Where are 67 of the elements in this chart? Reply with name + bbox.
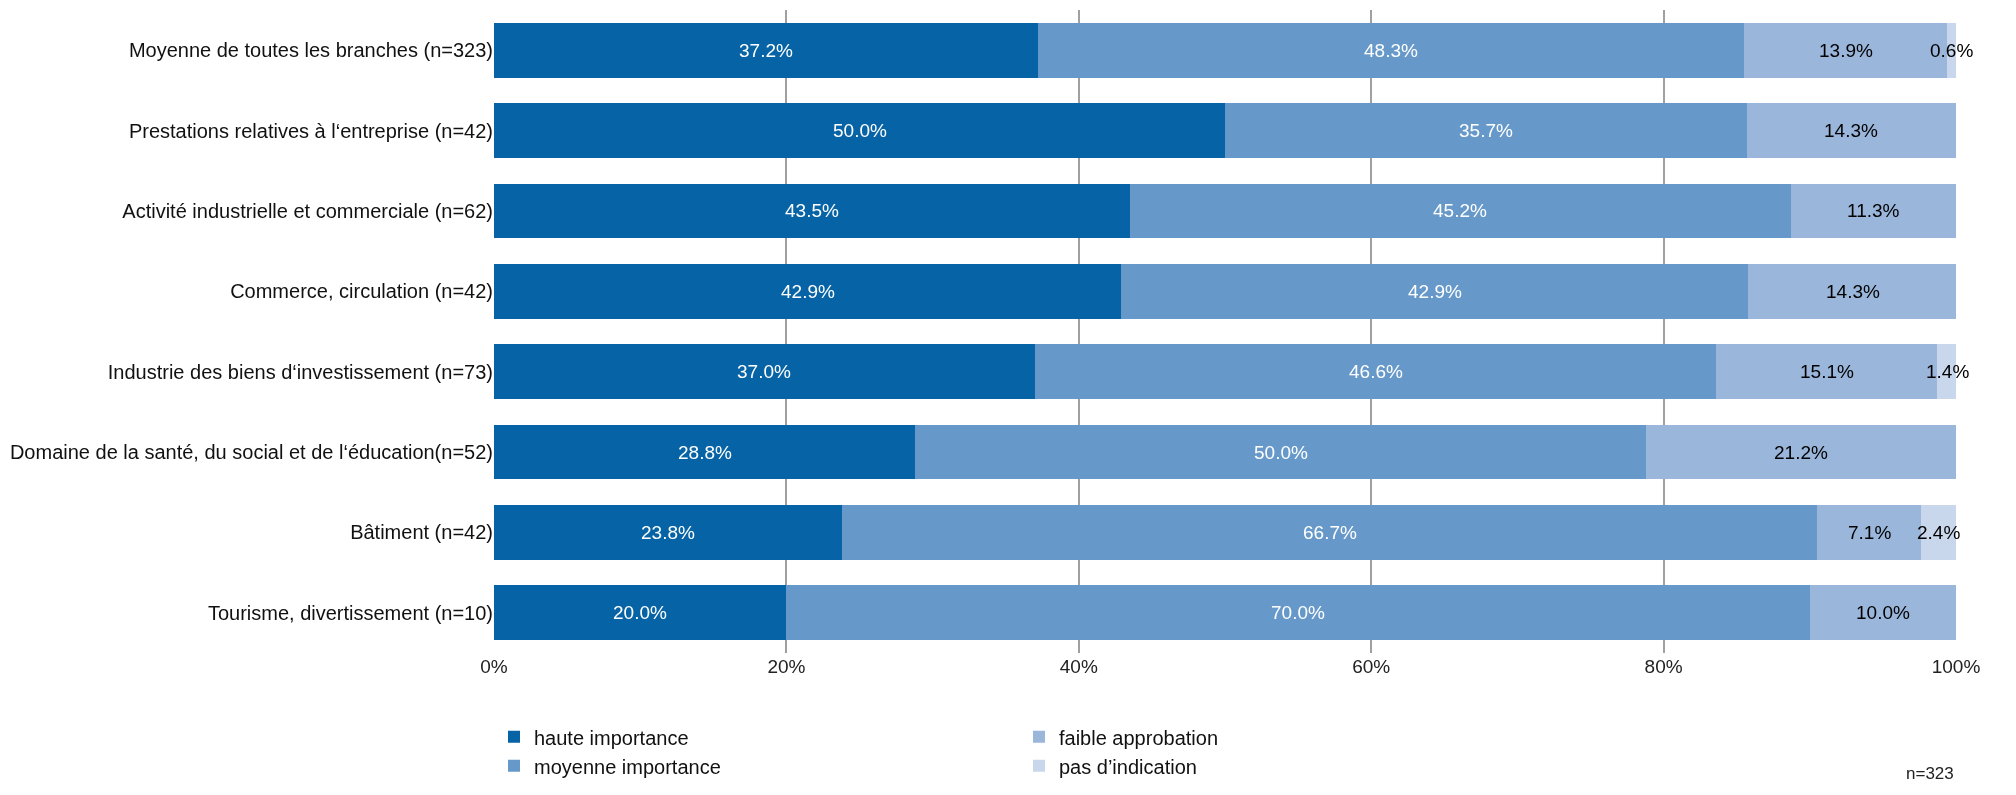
bar <box>1121 263 1749 319</box>
y-tick-label: Commerce, circulation (n=42) <box>230 280 493 303</box>
data-label: 11.3% <box>1847 200 1900 221</box>
bar <box>915 424 1647 480</box>
y-tick-label: Industrie des biens d‘investissement (n=73) <box>107 360 493 383</box>
data-label: 7.1% <box>1848 522 1892 543</box>
x-tick-label: 20% <box>767 656 806 677</box>
data-label: 46.6% <box>1349 361 1403 382</box>
bar <box>494 183 1130 239</box>
data-label: 37.2% <box>739 40 793 61</box>
data-label: 37.0% <box>737 361 791 382</box>
x-tick-label: 0% <box>480 656 508 677</box>
bar <box>841 505 1818 560</box>
bar <box>1037 22 1745 78</box>
data-label: 1.4% <box>1926 361 1970 382</box>
data-label: 42.9% <box>1408 281 1462 302</box>
bar <box>494 344 1035 400</box>
data-label: 23.8% <box>641 522 695 543</box>
y-tick-label: Bâtiment (n=42) <box>350 521 493 544</box>
x-tick-label: 100% <box>1931 656 1981 677</box>
data-label: 45.2% <box>1433 200 1487 221</box>
data-label: 13.9% <box>1819 40 1873 61</box>
data-label: 66.7% <box>1303 522 1357 543</box>
data-label: 14.3% <box>1826 281 1880 302</box>
data-label: 10.0% <box>1856 602 1910 623</box>
x-tick-label: 60% <box>1352 656 1391 677</box>
x-tick-label: 40% <box>1059 656 1098 677</box>
bar <box>1809 585 1956 641</box>
data-label: 43.5% <box>785 200 839 221</box>
bar <box>1646 424 1956 480</box>
bar <box>786 585 1810 641</box>
bar <box>494 263 1122 319</box>
y-tick-label: Activité industrielle et commerciale (n=62) <box>122 199 493 222</box>
bar <box>494 22 1038 78</box>
bar <box>494 424 916 480</box>
bar <box>494 103 1225 158</box>
data-label: 15.1% <box>1800 361 1854 382</box>
data-label: 70.0% <box>1271 602 1325 623</box>
data-label: 42.9% <box>781 281 835 302</box>
y-tick-label: Domaine de la santé, du social et de l‘éducation(n=52) <box>9 441 493 464</box>
legend-label: pas d’indication <box>1059 755 1197 778</box>
y-tick-label: Tourisme, divertissement (n=10) <box>207 601 493 624</box>
bar <box>1225 103 1747 158</box>
bar <box>1748 263 1956 319</box>
y-tick-label: Moyenne de toutes les branches (n=323) <box>128 39 493 62</box>
data-label: 28.8% <box>678 442 732 463</box>
data-label: 14.3% <box>1824 120 1878 141</box>
data-label: 50.0% <box>1254 442 1308 463</box>
data-label: 20.0% <box>613 602 667 623</box>
text: n=323 <box>1906 764 1954 783</box>
bar <box>1746 103 1956 158</box>
legend-label: moyenne importance <box>534 755 721 778</box>
legend-label: faible approbation <box>1059 726 1219 749</box>
data-label: 21.2% <box>1774 442 1828 463</box>
data-label: 50.0% <box>833 120 887 141</box>
bar <box>1129 183 1791 239</box>
data-label: 35.7% <box>1459 120 1513 141</box>
legend-label: haute importance <box>534 726 689 749</box>
y-tick-label: Prestations relatives à l‘entreprise (n=42) <box>128 119 493 142</box>
data-label: 2.4% <box>1917 522 1961 543</box>
bar <box>1790 183 1956 239</box>
bar <box>494 585 787 641</box>
bar <box>494 505 842 560</box>
data-label: 0.6% <box>1930 40 1974 61</box>
bar <box>1034 344 1717 400</box>
data-label: 48.3% <box>1364 40 1418 61</box>
x-tick-label: 80% <box>1644 656 1683 677</box>
